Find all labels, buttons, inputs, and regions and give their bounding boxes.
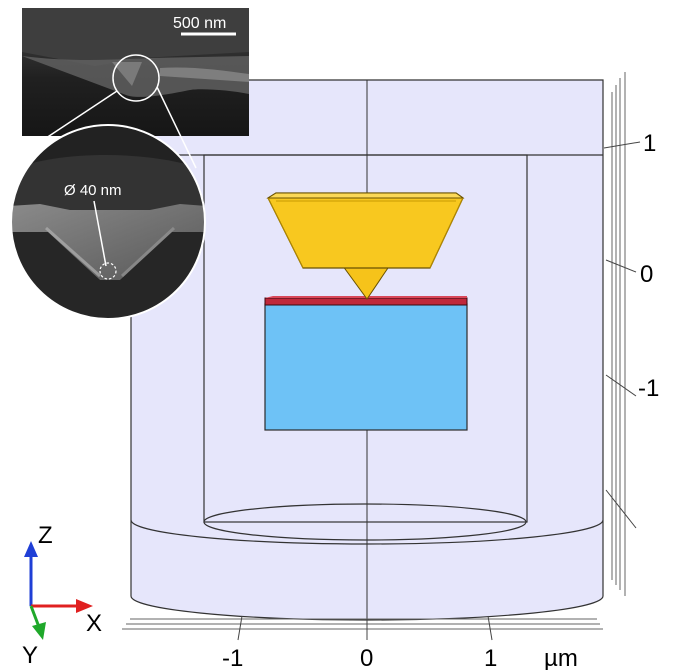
tip-diameter-label: Ø 40 nm — [64, 182, 122, 199]
gold-tip — [266, 192, 465, 300]
inner-cylinder — [203, 154, 528, 523]
x-tick-label: -1 — [222, 645, 243, 670]
scale-bar-label: 500 nm — [173, 15, 226, 32]
x-tick-label: 1 — [484, 645, 497, 670]
z-tick-label: 0 — [640, 261, 653, 288]
z-arrow-icon — [24, 541, 38, 557]
x-arrow-icon — [76, 599, 93, 613]
magnifier-circle — [10, 124, 206, 320]
y-axis-label: Y — [22, 642, 38, 669]
x-axis-label: X — [86, 610, 102, 637]
x-axis: -1 0 1 µm — [122, 615, 603, 670]
x-tick-label: 0 — [360, 645, 373, 670]
sem-inset: 500 nm — [22, 8, 249, 136]
inner-cylinder-bottom — [203, 503, 527, 541]
magnified-view: Ø 40 nm — [10, 124, 206, 320]
magnifier-connectors — [33, 86, 197, 169]
tip-apex-marker — [99, 262, 117, 280]
z-tick-label: 1 — [643, 130, 656, 157]
unit-label: µm — [544, 645, 578, 670]
y-arrow-icon — [32, 622, 46, 640]
coordinate-triad: Z X Y — [22, 522, 102, 669]
substrate-block — [264, 303, 468, 431]
zoom-selection-circle — [112, 54, 160, 102]
z-axis: 1 0 -1 — [603, 72, 659, 596]
z-tick-label: -1 — [638, 375, 659, 402]
sample — [264, 296, 468, 431]
red-thin-layer — [264, 297, 468, 306]
tip-pointer-line — [93, 200, 107, 267]
z-axis-label: Z — [38, 522, 53, 549]
